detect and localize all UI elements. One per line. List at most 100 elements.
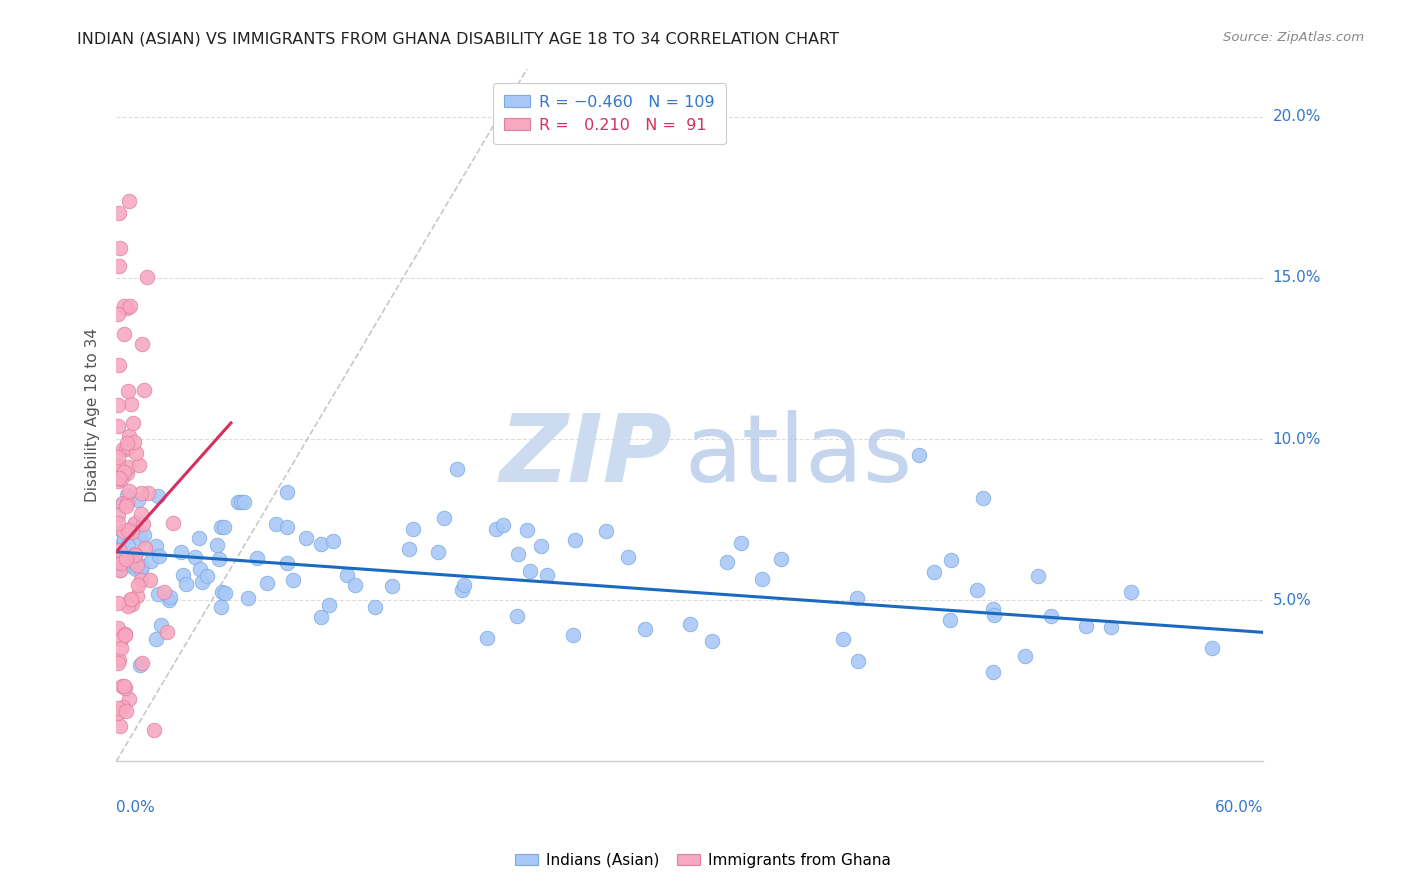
Point: [142, 723, 165, 737]
Point: [120, 558, 142, 573]
Point: [107, 705, 129, 719]
Point: [246, 551, 269, 566]
Point: [128, 558, 150, 573]
Point: [118, 692, 141, 706]
Point: [276, 520, 298, 534]
Point: [114, 705, 136, 719]
Point: [398, 542, 420, 557]
Point: [112, 534, 135, 549]
Point: [485, 522, 508, 536]
Point: [120, 592, 142, 607]
Point: [159, 590, 181, 604]
Point: [983, 607, 1005, 622]
Point: [112, 496, 135, 510]
Point: [107, 621, 129, 635]
Point: [124, 548, 146, 562]
Point: [226, 495, 249, 509]
Point: [115, 549, 138, 564]
Point: [124, 435, 146, 450]
Point: [127, 492, 149, 507]
Point: [107, 398, 129, 412]
Point: [112, 679, 135, 693]
Point: [195, 569, 218, 583]
Point: [208, 552, 231, 566]
Legend: R = −0.460   N = 109, R =   0.210   N =  91: R = −0.460 N = 109, R = 0.210 N = 91: [494, 84, 725, 144]
Point: [131, 558, 153, 573]
Point: [981, 665, 1004, 680]
Point: [120, 552, 142, 566]
Point: [309, 610, 332, 624]
Point: [336, 567, 359, 582]
Point: [1040, 608, 1063, 623]
Point: [117, 301, 139, 315]
Point: [111, 700, 134, 714]
Point: [845, 591, 868, 605]
Point: [281, 573, 304, 587]
Point: [536, 567, 558, 582]
Point: [128, 532, 150, 546]
Point: [446, 462, 468, 476]
Point: [110, 464, 132, 478]
Point: [110, 632, 132, 647]
Point: [107, 418, 129, 433]
Point: [972, 491, 994, 505]
Point: [118, 428, 141, 442]
Point: [155, 625, 177, 640]
Point: [108, 259, 131, 273]
Point: [1201, 640, 1223, 655]
Text: Source: ZipAtlas.com: Source: ZipAtlas.com: [1223, 31, 1364, 45]
Point: [264, 517, 287, 532]
Point: [117, 599, 139, 613]
Point: [453, 578, 475, 592]
Legend: Indians (Asian), Immigrants from Ghana: Indians (Asian), Immigrants from Ghana: [509, 847, 897, 873]
Point: [634, 622, 657, 636]
Point: [125, 558, 148, 572]
Point: [124, 516, 146, 531]
Point: [107, 656, 129, 670]
Point: [127, 577, 149, 591]
Point: [108, 241, 131, 255]
Point: [110, 563, 132, 577]
Point: [207, 538, 229, 552]
Point: [112, 466, 135, 480]
Point: [129, 485, 152, 500]
Point: [276, 557, 298, 571]
Point: [128, 458, 150, 472]
Point: [132, 517, 155, 532]
Point: [981, 602, 1004, 616]
Point: [132, 383, 155, 397]
Point: [132, 527, 155, 541]
Point: [136, 269, 159, 284]
Point: [125, 557, 148, 571]
Point: [118, 194, 141, 208]
Text: 20.0%: 20.0%: [1272, 110, 1322, 124]
Point: [107, 206, 129, 220]
Point: [107, 706, 129, 720]
Point: [475, 631, 498, 645]
Point: [115, 499, 138, 513]
Point: [115, 551, 138, 566]
Point: [769, 552, 792, 566]
Point: [212, 520, 235, 534]
Point: [114, 627, 136, 641]
Point: [318, 598, 340, 612]
Point: [121, 417, 143, 431]
Point: [924, 566, 946, 580]
Text: ZIP: ZIP: [499, 410, 672, 502]
Point: [209, 520, 232, 534]
Point: [117, 440, 139, 454]
Point: [229, 494, 252, 508]
Point: [172, 567, 194, 582]
Point: [939, 553, 962, 567]
Point: [121, 597, 143, 611]
Point: [112, 532, 135, 546]
Point: [174, 577, 197, 591]
Text: 15.0%: 15.0%: [1272, 270, 1322, 285]
Point: [1076, 618, 1098, 632]
Point: [117, 538, 139, 552]
Point: [108, 563, 131, 577]
Point: [125, 445, 148, 459]
Point: [121, 524, 143, 539]
Point: [433, 510, 456, 524]
Point: [107, 307, 129, 321]
